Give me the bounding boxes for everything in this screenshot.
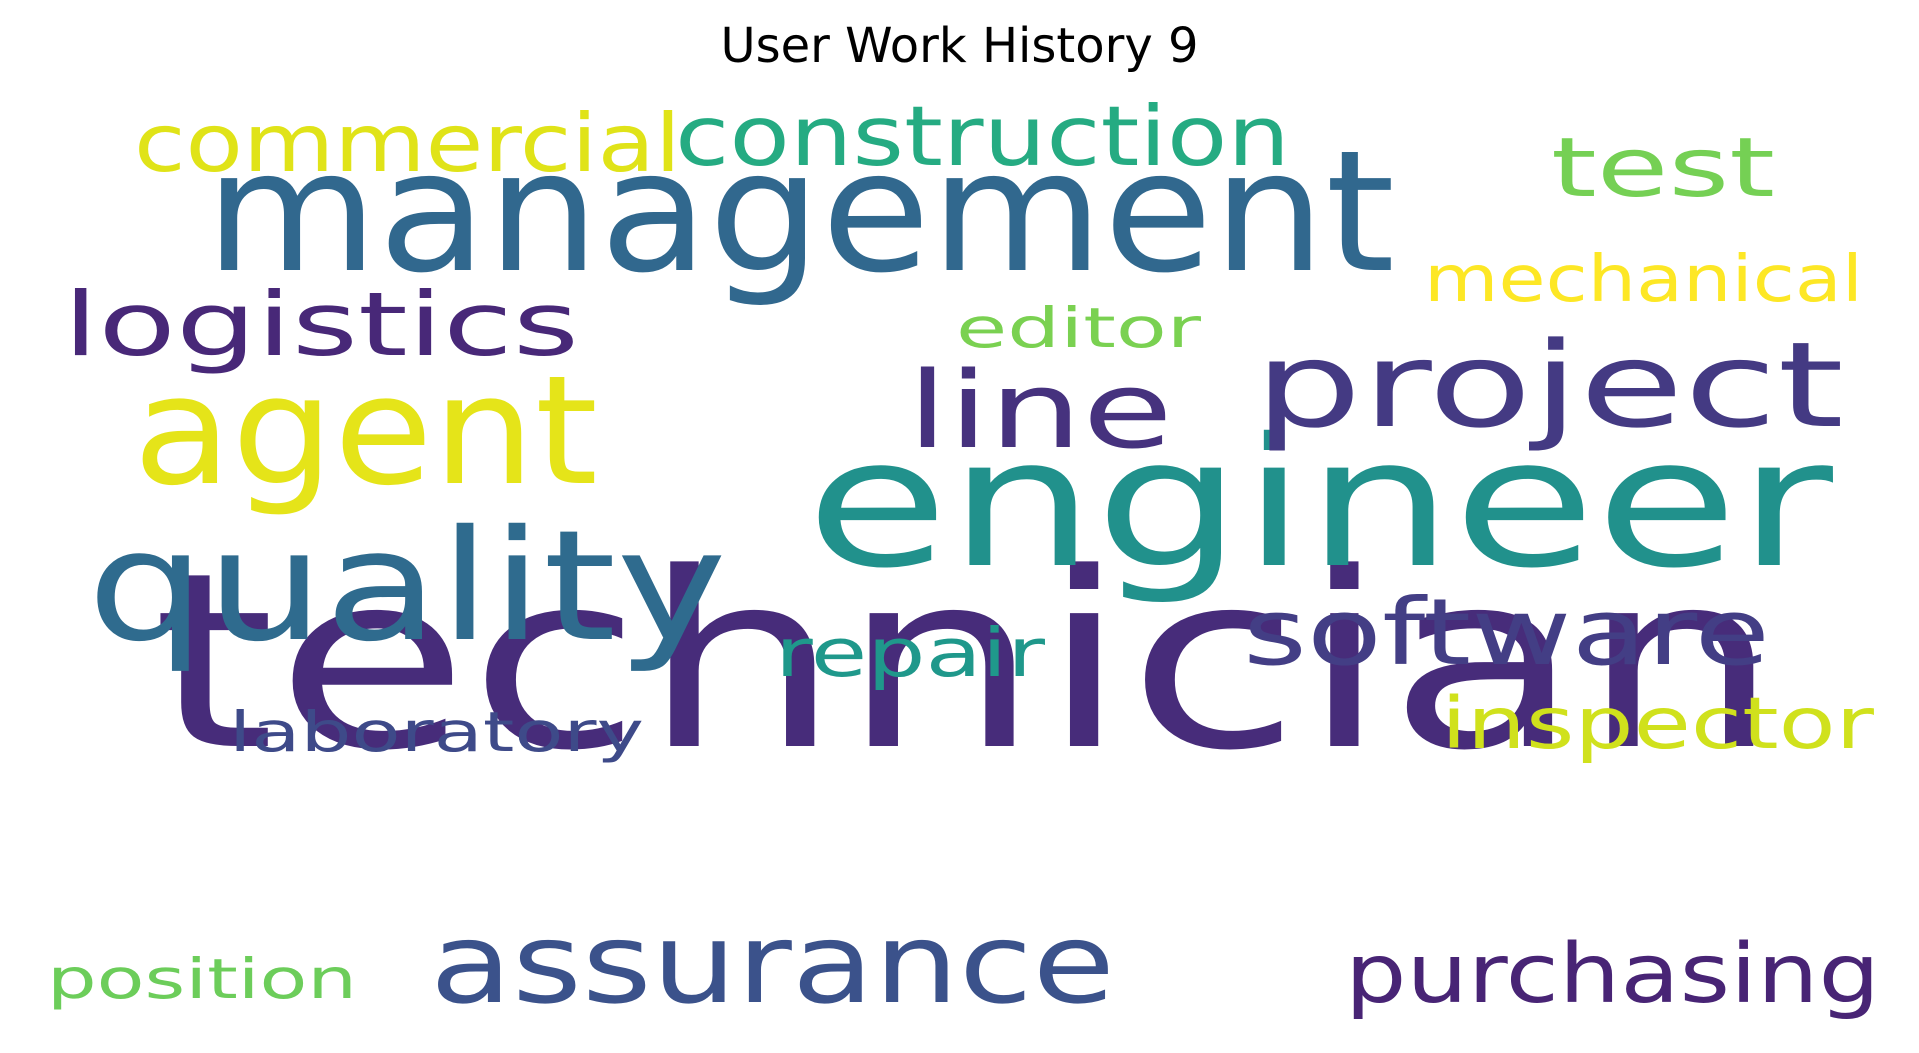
word-agent: agent [133, 343, 598, 519]
word-quality: quality [87, 498, 727, 676]
word-assurance: assurance [430, 900, 1115, 1029]
word-laboratory: laboratory [229, 700, 644, 764]
word-repair: repair [775, 614, 1046, 692]
word-software: software [1243, 579, 1770, 686]
word-position: position [47, 947, 357, 1011]
word-technician: technician [152, 521, 1780, 804]
word-construction: construction [675, 88, 1290, 185]
word-engineer: engineer [806, 400, 1834, 607]
word-commercial: commercial [134, 97, 681, 190]
word-line: line [907, 349, 1173, 472]
chart-title: User Work History 9 [720, 18, 1199, 74]
word-inspector: inspector [1441, 682, 1875, 765]
word-project: project [1254, 316, 1844, 454]
word-mechanical: mechanical [1424, 243, 1863, 317]
word-test: test [1551, 121, 1775, 216]
word-editor: editor [956, 296, 1202, 360]
word-purchasing: purchasing [1345, 927, 1880, 1022]
word-logistics: logistics [63, 273, 579, 376]
word-management: management [205, 114, 1395, 310]
